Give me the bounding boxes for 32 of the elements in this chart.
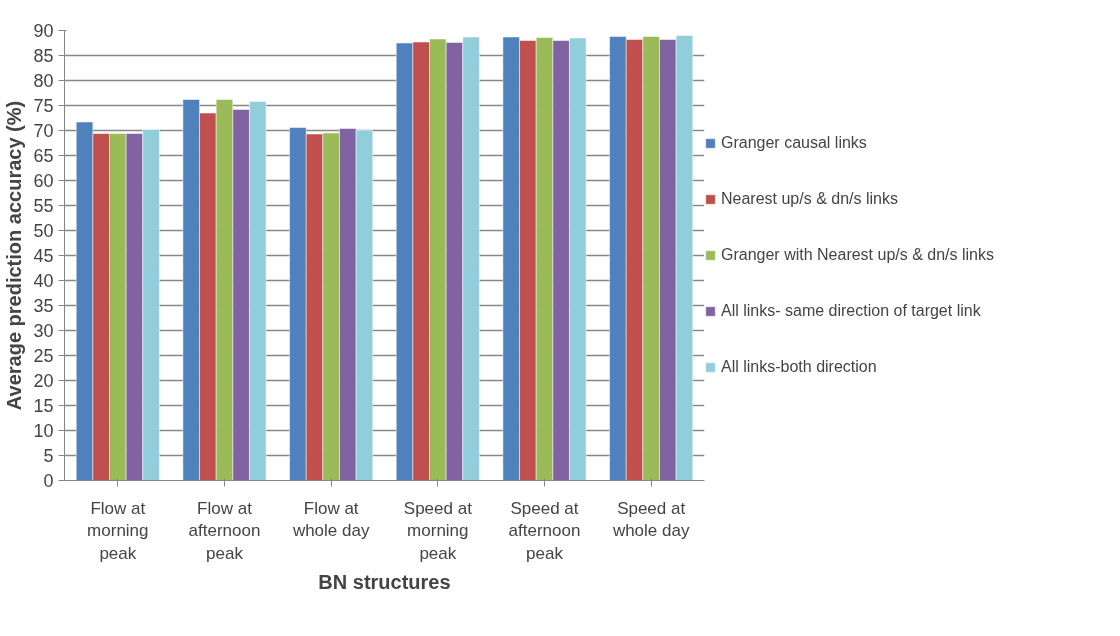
x-tick-label: Speed at morning peak — [403, 498, 473, 564]
y-tick-label: 75 — [33, 96, 54, 116]
x-tick-label: Speed at whole day — [611, 498, 690, 541]
x-tick-label: Flow at afternoon peak — [188, 498, 261, 564]
y-tick-label: 15 — [33, 396, 54, 416]
legend-label: Nearest up/s & dn/s links — [721, 190, 898, 208]
legend-label: All links- same direction of target link — [721, 302, 981, 320]
y-axis-title: Average prediction accuracy (%) — [3, 100, 26, 411]
y-tick-label: 25 — [33, 346, 54, 366]
x-axis-title: BN structures — [318, 571, 451, 594]
y-tick-label: 10 — [33, 421, 54, 441]
legend-label: Granger causal links — [721, 134, 867, 152]
y-tick-label: 35 — [33, 296, 54, 316]
y-tick-label: 65 — [33, 146, 54, 166]
legend-label: All links-both direction — [721, 358, 877, 376]
y-tick-label: 70 — [33, 121, 54, 141]
y-tick-label: 80 — [33, 71, 54, 91]
y-tick-label: 45 — [33, 246, 54, 266]
y-tick-label: 85 — [33, 46, 54, 66]
x-tick-label: Speed at afternoon peak — [508, 498, 581, 564]
y-tick-label: 5 — [43, 446, 54, 466]
legend-label: Granger with Nearest up/s & dn/s links — [721, 246, 995, 264]
y-tick-label: 40 — [33, 271, 54, 291]
y-tick-label: 0 — [43, 471, 54, 491]
y-tick-label: 30 — [33, 321, 54, 341]
y-tick-label: 90 — [33, 21, 54, 41]
y-tick-label: 20 — [33, 371, 54, 391]
y-tick-label: 55 — [33, 196, 54, 216]
x-tick-label: Flow at morning peak — [87, 498, 149, 564]
x-tick-label: Flow at whole day — [291, 498, 370, 541]
y-tick-label: 50 — [33, 221, 54, 241]
y-tick-label: 60 — [33, 171, 54, 191]
